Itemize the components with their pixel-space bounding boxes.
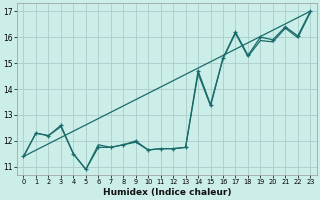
X-axis label: Humidex (Indice chaleur): Humidex (Indice chaleur) [103,188,231,197]
